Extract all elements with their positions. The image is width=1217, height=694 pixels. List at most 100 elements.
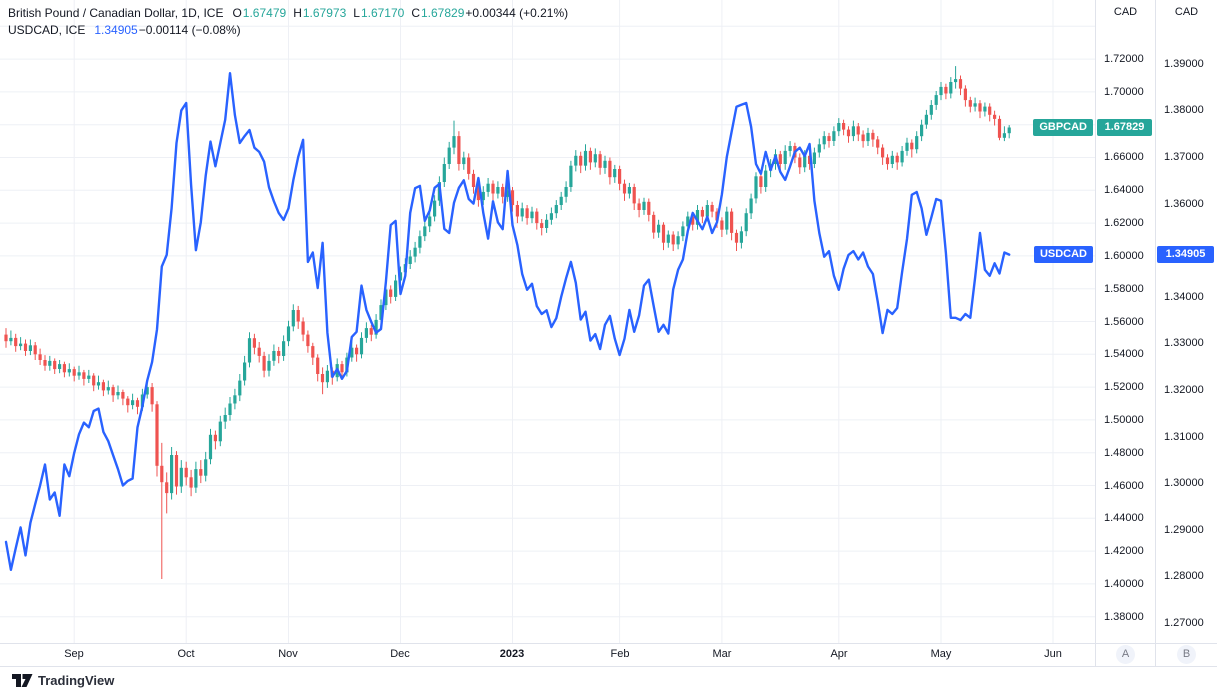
- candle-body: [476, 187, 480, 201]
- candle-body: [106, 387, 110, 391]
- candle-body: [238, 380, 242, 396]
- candle-body: [963, 88, 967, 101]
- candle-body: [744, 213, 748, 232]
- price-scale-usdcad[interactable]: CAD 1.34905 1.39000 1.38000 1.37000 1.36000…: [1156, 0, 1217, 643]
- price-tick-label: 1.32000: [1164, 384, 1204, 396]
- candle-body: [481, 191, 485, 201]
- candle-body: [754, 176, 758, 199]
- candle-body: [208, 434, 213, 460]
- candle-body: [618, 169, 622, 184]
- candle-body: [194, 469, 198, 488]
- candle-body: [67, 369, 71, 373]
- price-tick-label: 1.28000: [1164, 570, 1204, 582]
- candle-body: [978, 103, 982, 112]
- price-tick-label: 1.36000: [1164, 198, 1204, 210]
- candle-body: [915, 136, 919, 150]
- candle-body: [325, 370, 329, 383]
- candle-body: [350, 347, 354, 358]
- candle-body: [418, 236, 422, 248]
- candle-body: [700, 210, 704, 217]
- low-value: 1.67170: [360, 6, 405, 20]
- candle-body: [28, 345, 32, 351]
- candle-body: [671, 234, 675, 245]
- scale-b-mode-button[interactable]: B: [1177, 645, 1196, 664]
- scale-a-separator: [1095, 0, 1096, 666]
- candle-body: [267, 360, 271, 371]
- price-tick-label: 1.30000: [1164, 477, 1204, 489]
- candle-body: [642, 201, 646, 210]
- price-tick-label: 1.50000: [1104, 414, 1144, 426]
- candle-body: [983, 106, 987, 112]
- candle-body: [842, 123, 846, 130]
- legend-symbol-usdcad[interactable]: USDCAD, ICE: [8, 23, 86, 37]
- candle-body: [170, 455, 174, 494]
- price-tick-label: 1.72000: [1104, 53, 1144, 65]
- legend-symbol-gbpcad[interactable]: British Pound / Canadian Dollar, 1D, ICE: [8, 6, 224, 20]
- price-tick-label: 1.52000: [1104, 381, 1144, 393]
- candle-body: [447, 147, 451, 164]
- candle-body: [603, 160, 607, 168]
- candle-body: [559, 196, 563, 205]
- candle-body: [588, 150, 592, 163]
- price-tick-label: 1.60000: [1104, 250, 1144, 262]
- price-chart-canvas[interactable]: [0, 0, 1095, 643]
- candle-body: [905, 142, 909, 151]
- candle-body: [920, 124, 924, 137]
- chart-legend: British Pound / Canadian Dollar, 1D, ICE…: [8, 5, 568, 39]
- time-tick-label: Apr: [830, 648, 848, 660]
- candle-body: [739, 231, 743, 243]
- candle-body: [593, 154, 597, 163]
- candle-body: [160, 465, 164, 483]
- price-tick-label: 1.46000: [1104, 480, 1144, 492]
- candle-body: [535, 211, 539, 224]
- scale-a-mode-button[interactable]: A: [1116, 645, 1135, 664]
- candle-body: [554, 205, 558, 214]
- candle-body: [189, 477, 193, 488]
- candle-body: [92, 375, 96, 386]
- candle-body: [306, 334, 310, 347]
- time-tick-label: Sep: [64, 648, 84, 660]
- candle-body: [243, 362, 247, 381]
- series-label-gbpcad: GBPCAD: [1033, 119, 1093, 136]
- gbpcad-last-price-label: 1.67829: [1097, 119, 1152, 136]
- candle-body: [486, 183, 490, 192]
- candle-body: [837, 123, 841, 132]
- candle-body: [881, 147, 885, 158]
- candle-body: [467, 157, 471, 174]
- candle-body: [954, 79, 958, 83]
- candle-body: [876, 139, 880, 148]
- time-tick-label: Dec: [390, 648, 410, 660]
- candle-body: [929, 105, 933, 115]
- candle-body: [150, 387, 154, 405]
- time-tick-label: Mar: [712, 648, 732, 660]
- price-tick-label: 1.31000: [1164, 431, 1204, 443]
- candle-body: [77, 372, 81, 376]
- price-scale-gbpcad[interactable]: CAD 1.67829 1.72000 1.70000 1.66000 1.64000…: [1096, 0, 1155, 643]
- candle-body: [87, 375, 91, 379]
- candle-body: [204, 459, 208, 476]
- scale-b-currency-label: CAD: [1174, 6, 1199, 18]
- candle-body: [749, 198, 753, 214]
- candle-body: [1002, 133, 1006, 138]
- candle-body: [686, 216, 690, 227]
- candle-body: [135, 400, 140, 407]
- price-tick-label: 1.40000: [1104, 578, 1144, 590]
- tradingview-link[interactable]: TradingView: [12, 673, 114, 688]
- close-label: C: [411, 6, 420, 20]
- change-value: +0.00344 (+0.21%): [465, 6, 569, 20]
- candle-body: [262, 355, 266, 371]
- candle-body: [934, 95, 938, 105]
- time-axis[interactable]: Sep Oct Nov Dec 2023 Feb Mar Apr May Jun: [0, 643, 1095, 666]
- candle-body: [515, 205, 519, 217]
- candle-body: [832, 131, 836, 141]
- candle-body: [871, 132, 875, 140]
- candle-body: [598, 154, 602, 168]
- candle-body: [301, 321, 305, 335]
- candle-body: [82, 372, 86, 379]
- candle-body: [958, 79, 963, 89]
- open-value: 1.67479: [242, 6, 287, 20]
- price-tick-label: 1.38000: [1104, 611, 1144, 623]
- usdcad-last-price-label: 1.34905: [1157, 246, 1214, 263]
- candle-body: [890, 155, 894, 164]
- candle-body: [213, 434, 217, 442]
